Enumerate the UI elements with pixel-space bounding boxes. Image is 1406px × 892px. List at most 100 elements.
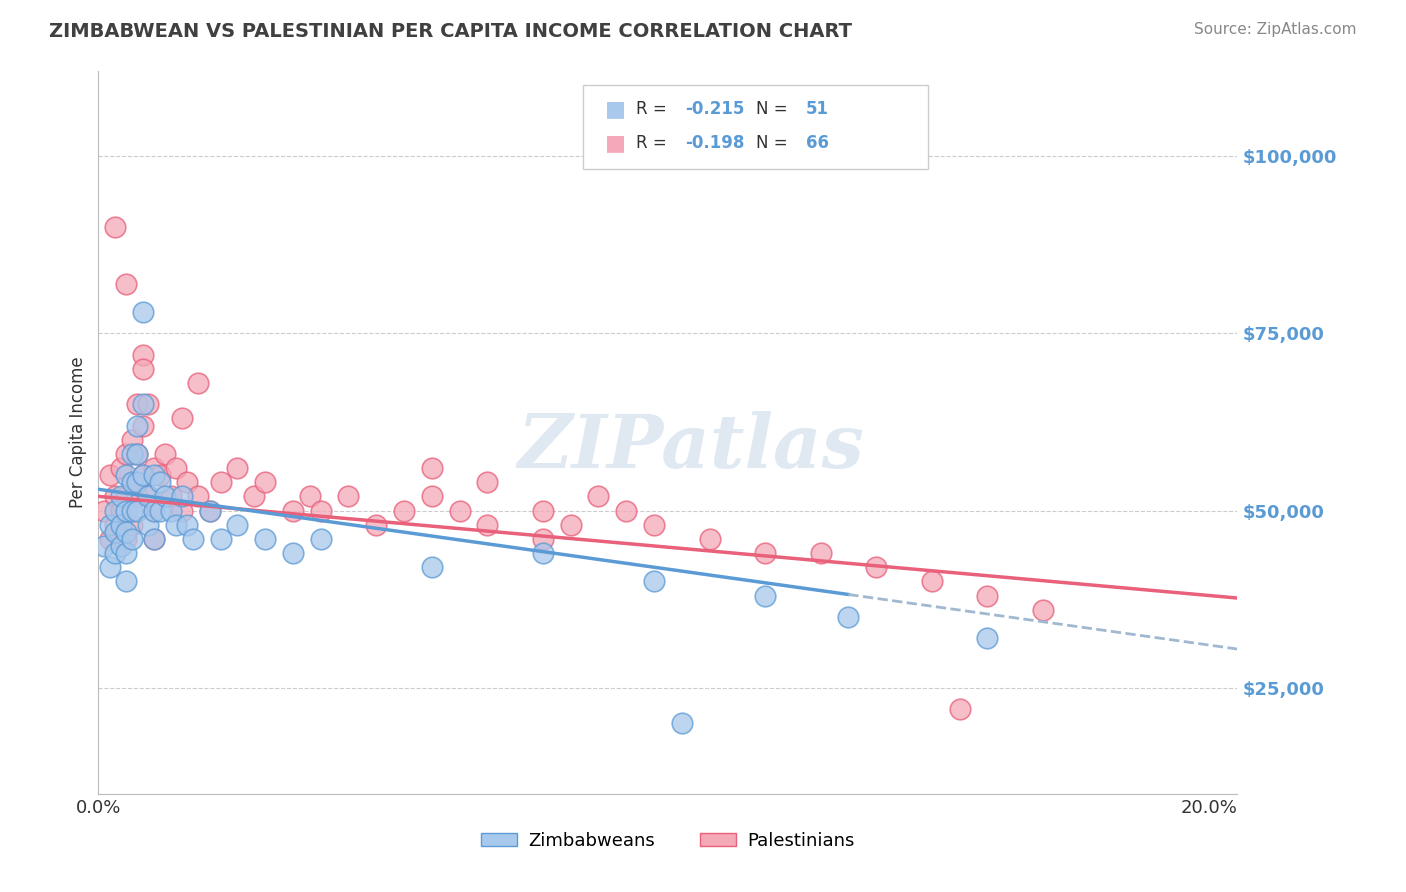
- Point: [115, 489, 138, 503]
- Point: [254, 475, 277, 490]
- Point: [1032, 603, 1054, 617]
- Text: ■: ■: [605, 99, 626, 119]
- Point: [226, 461, 249, 475]
- Point: [148, 468, 170, 483]
- Point: [115, 468, 138, 483]
- Point: [281, 546, 304, 560]
- Text: -0.215: -0.215: [685, 100, 744, 118]
- Point: [110, 461, 132, 475]
- Point: [226, 517, 249, 532]
- Point: [132, 468, 155, 483]
- Point: [138, 489, 160, 503]
- Point: [921, 574, 943, 589]
- Point: [170, 411, 193, 425]
- Point: [865, 560, 887, 574]
- Point: [187, 376, 209, 390]
- Point: [837, 609, 859, 624]
- Point: [115, 546, 138, 560]
- Point: [93, 503, 115, 517]
- Point: [143, 503, 166, 517]
- Point: [132, 468, 155, 483]
- Point: [127, 503, 149, 517]
- Point: [153, 447, 176, 461]
- Point: [148, 503, 170, 517]
- Text: N =: N =: [756, 100, 787, 118]
- Point: [392, 503, 415, 517]
- Text: 66: 66: [806, 134, 828, 152]
- Point: [127, 397, 149, 411]
- Point: [754, 546, 776, 560]
- Point: [281, 503, 304, 517]
- Point: [138, 397, 160, 411]
- Text: R =: R =: [636, 134, 666, 152]
- Point: [165, 517, 187, 532]
- Text: Source: ZipAtlas.com: Source: ZipAtlas.com: [1194, 22, 1357, 37]
- Point: [181, 532, 204, 546]
- Point: [104, 546, 127, 560]
- Point: [531, 503, 554, 517]
- Point: [531, 546, 554, 560]
- Point: [449, 503, 471, 517]
- Point: [110, 539, 132, 553]
- Point: [420, 560, 443, 574]
- Point: [588, 489, 610, 503]
- Text: ZIMBABWEAN VS PALESTINIAN PER CAPITA INCOME CORRELATION CHART: ZIMBABWEAN VS PALESTINIAN PER CAPITA INC…: [49, 22, 852, 41]
- Text: -0.198: -0.198: [685, 134, 744, 152]
- Point: [143, 461, 166, 475]
- Point: [198, 503, 221, 517]
- Point: [127, 489, 149, 503]
- Point: [121, 517, 143, 532]
- Point: [420, 489, 443, 503]
- Point: [671, 716, 693, 731]
- Point: [98, 532, 121, 546]
- Point: [148, 475, 170, 490]
- Point: [121, 433, 143, 447]
- Point: [198, 503, 221, 517]
- Point: [976, 631, 998, 645]
- Point: [254, 532, 277, 546]
- Y-axis label: Per Capita Income: Per Capita Income: [69, 357, 87, 508]
- Point: [104, 220, 127, 235]
- Text: N =: N =: [756, 134, 787, 152]
- Point: [176, 517, 198, 532]
- Point: [159, 503, 181, 517]
- Point: [143, 532, 166, 546]
- Point: [754, 589, 776, 603]
- Point: [110, 489, 132, 503]
- Point: [115, 524, 138, 539]
- Point: [132, 418, 155, 433]
- Point: [98, 560, 121, 574]
- Point: [132, 305, 155, 319]
- Point: [209, 475, 232, 490]
- Text: ZIPatlas: ZIPatlas: [517, 411, 865, 483]
- Point: [143, 468, 166, 483]
- Point: [138, 517, 160, 532]
- Point: [643, 574, 665, 589]
- Point: [614, 503, 637, 517]
- Point: [115, 574, 138, 589]
- Point: [115, 503, 138, 517]
- Point: [366, 517, 388, 532]
- Point: [98, 468, 121, 483]
- Text: 51: 51: [806, 100, 828, 118]
- Point: [121, 475, 143, 490]
- Point: [98, 517, 121, 532]
- Point: [127, 418, 149, 433]
- Point: [243, 489, 266, 503]
- Point: [170, 503, 193, 517]
- Point: [298, 489, 321, 503]
- Point: [560, 517, 582, 532]
- Point: [810, 546, 832, 560]
- Point: [104, 503, 127, 517]
- Point: [187, 489, 209, 503]
- Point: [176, 475, 198, 490]
- Point: [948, 702, 970, 716]
- Point: [104, 517, 127, 532]
- Point: [115, 447, 138, 461]
- Point: [477, 475, 499, 490]
- Point: [104, 524, 127, 539]
- Point: [165, 461, 187, 475]
- Point: [477, 517, 499, 532]
- Point: [127, 447, 149, 461]
- Point: [110, 503, 132, 517]
